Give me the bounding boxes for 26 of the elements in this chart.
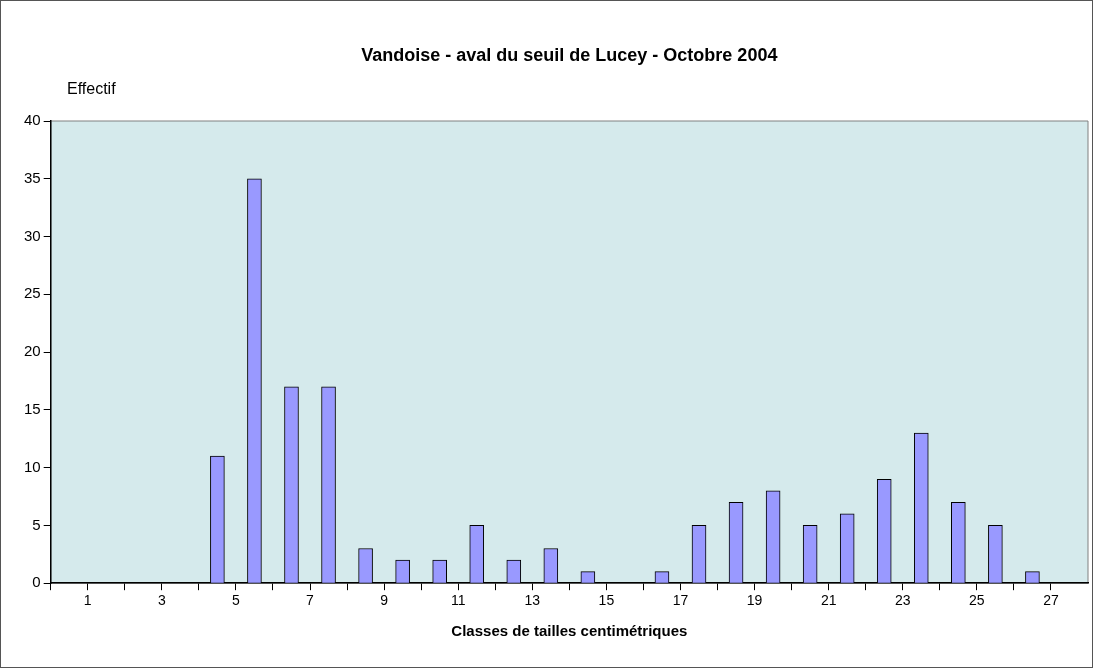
y-tick-label: 5: [32, 515, 41, 533]
x-tick-label: 13: [524, 592, 541, 609]
x-tick-label: 7: [306, 592, 315, 609]
y-tick-label: 30: [24, 226, 41, 244]
y-tick-label: 0: [32, 573, 41, 591]
y-tick-label: 40: [24, 111, 41, 129]
x-tick-label: 9: [380, 592, 389, 609]
x-tick-label: 25: [969, 592, 985, 609]
y-tick-label: 20: [24, 342, 41, 360]
y-tick-label: 25: [24, 284, 41, 302]
x-tick-label: 3: [157, 592, 166, 609]
x-tick-label: 5: [232, 592, 241, 609]
chart-title: Vandoise - aval du seuil de Lucey - Octobre 2004: [361, 44, 778, 65]
y-tick-label: 15: [24, 400, 41, 418]
x-tick-label: 1: [83, 592, 92, 609]
x-tick-label: 15: [598, 592, 615, 609]
x-tick-label: 11: [450, 592, 466, 609]
x-tick-label: 19: [746, 592, 763, 609]
y-tick-label: 35: [24, 168, 41, 186]
x-tick-label: 21: [820, 592, 837, 609]
x-axis-title: Classes de tailles centimétriques: [451, 622, 688, 640]
y-tick-label: 10: [24, 457, 41, 475]
x-tick-label: 23: [894, 592, 911, 609]
y-axis-title: Effectif: [67, 80, 117, 98]
x-tick-label: 17: [672, 592, 689, 609]
x-tick-label: 27: [1043, 592, 1059, 609]
